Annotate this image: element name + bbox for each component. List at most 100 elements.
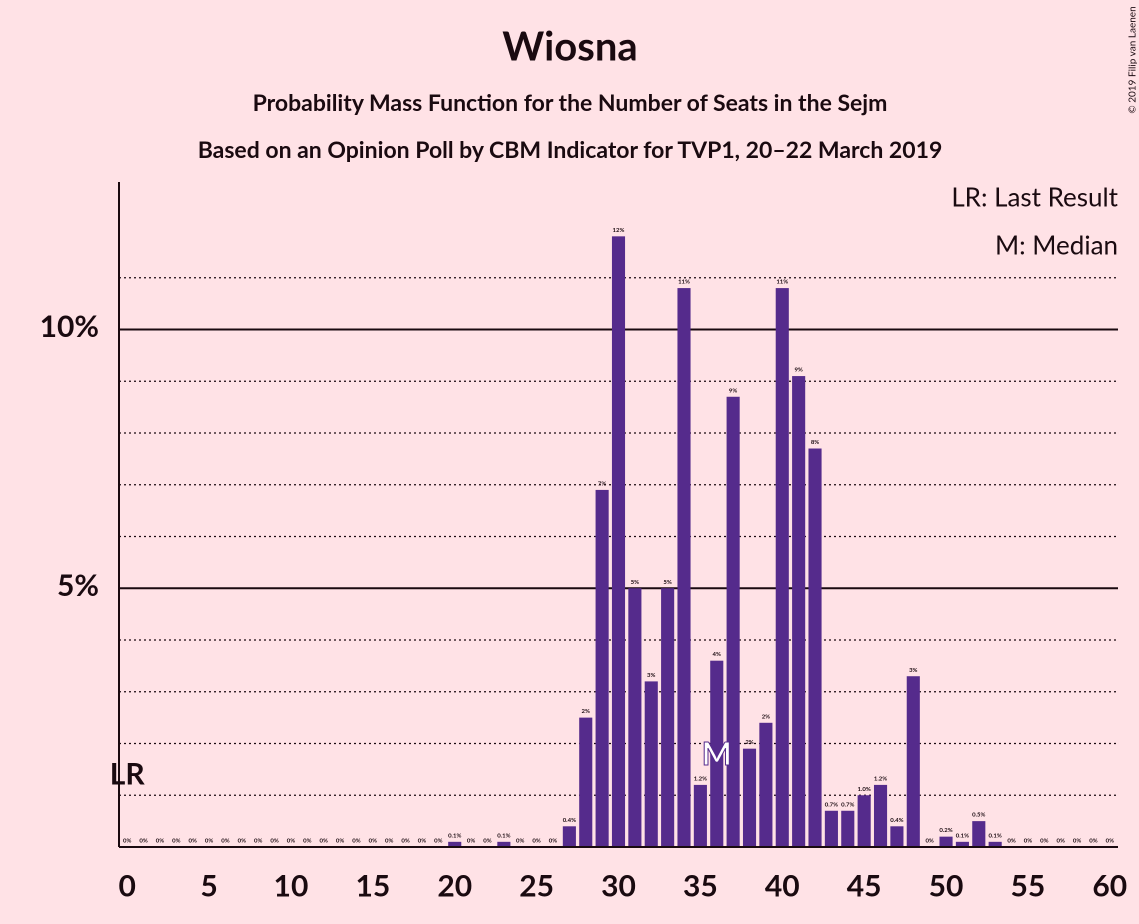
value-label: 0%	[418, 838, 426, 845]
value-label: 0%	[925, 838, 933, 845]
value-label: 0%	[516, 838, 524, 845]
bar	[824, 810, 838, 847]
bar	[841, 810, 855, 847]
value-label: 0%	[123, 838, 131, 845]
bar	[579, 717, 593, 847]
value-label: 1.0%	[857, 786, 870, 793]
chart-subtitle: Based on an Opinion Poll by CBM Indicato…	[198, 135, 943, 163]
value-label: 0%	[1089, 838, 1097, 845]
bar	[693, 784, 707, 847]
value-label: 0%	[156, 838, 164, 845]
x-tick-label: 55	[1011, 868, 1046, 904]
value-label: 0.1%	[989, 832, 1002, 839]
value-label: 0.2%	[939, 827, 952, 834]
x-tick-label: 50	[929, 868, 964, 904]
value-label: 0%	[254, 838, 262, 845]
bar	[677, 288, 691, 848]
bar	[661, 588, 675, 847]
value-label: 0%	[1106, 838, 1114, 845]
bar	[448, 841, 462, 847]
legend-entry: LR: Last Result	[951, 181, 1118, 213]
x-tick-label: 25	[519, 868, 554, 904]
value-label: 5%	[663, 579, 671, 586]
bar	[628, 588, 642, 847]
bar	[595, 489, 609, 847]
value-label: 0.4%	[890, 817, 903, 824]
x-tick-label: 45	[847, 868, 882, 904]
value-label: 0%	[139, 838, 147, 845]
value-label: 0%	[238, 838, 246, 845]
value-label: 0%	[1007, 838, 1015, 845]
value-label: 0%	[434, 838, 442, 845]
bar	[906, 676, 920, 847]
value-label: 2%	[582, 708, 590, 715]
bar	[710, 660, 724, 847]
value-label: 5%	[631, 579, 639, 586]
value-label: 0%	[1073, 838, 1081, 845]
value-label: 1.2%	[694, 775, 707, 782]
value-label: 0%	[385, 838, 393, 845]
x-tick-label: 15	[355, 868, 390, 904]
y-tick-label: 5%	[57, 567, 99, 603]
chart-title: Wiosna	[502, 21, 637, 69]
value-label: 0%	[483, 838, 491, 845]
value-label: 7%	[598, 480, 606, 487]
bar	[759, 722, 773, 847]
value-label: 0.1%	[956, 832, 969, 839]
bar	[890, 826, 904, 847]
value-label: 3%	[647, 672, 655, 679]
value-label: 2%	[762, 713, 770, 720]
value-label: 0%	[1040, 838, 1048, 845]
value-label: 0%	[205, 838, 213, 845]
bar	[611, 236, 626, 848]
value-label: 0%	[336, 838, 344, 845]
x-tick-label: 35	[683, 868, 718, 904]
value-label: 0%	[221, 838, 229, 845]
x-tick-label: 30	[601, 868, 636, 904]
bar	[972, 821, 986, 847]
chart-subtitle: Probability Mass Function for the Number…	[253, 88, 888, 116]
value-label: 4%	[713, 651, 721, 658]
bar	[939, 836, 953, 847]
bar	[497, 841, 511, 847]
x-tick-label: 0	[118, 868, 135, 904]
value-label: 0%	[549, 838, 557, 845]
value-label: 3%	[909, 667, 917, 674]
value-label: 0.7%	[825, 801, 838, 808]
value-label: 0.5%	[972, 812, 985, 819]
x-tick-label: 60	[1092, 868, 1127, 904]
bar	[955, 841, 969, 847]
value-label: 0.7%	[841, 801, 854, 808]
value-label: 8%	[811, 439, 819, 446]
value-label: 0%	[270, 838, 278, 845]
legend-entry: M: Median	[995, 229, 1118, 261]
bar	[562, 826, 576, 847]
bar	[775, 288, 789, 848]
bar	[808, 448, 822, 847]
value-label: 0.1%	[497, 832, 510, 839]
bar	[792, 376, 806, 847]
value-label: 0%	[1056, 838, 1064, 845]
x-tick-label: 20	[437, 868, 472, 904]
value-label: 0%	[188, 838, 196, 845]
value-label: 11%	[776, 279, 788, 286]
value-label: 11%	[678, 279, 690, 286]
bar	[644, 681, 658, 847]
value-label: 0%	[467, 838, 475, 845]
median-marker: M	[702, 733, 732, 772]
value-label: 0%	[532, 838, 540, 845]
value-label: 0%	[172, 838, 180, 845]
value-label: 0%	[320, 838, 328, 845]
bar	[988, 841, 1002, 847]
bar	[726, 396, 740, 847]
value-label: 0.1%	[448, 832, 461, 839]
last-result-marker: LR	[110, 756, 146, 792]
value-label: 0.4%	[563, 817, 576, 824]
bar	[857, 795, 871, 847]
value-label: 9%	[794, 367, 802, 374]
value-label: 2%	[745, 739, 753, 746]
y-tick-label: 10%	[40, 308, 99, 344]
value-label: 9%	[729, 387, 737, 394]
bar	[873, 784, 888, 847]
copyright: © 2019 Filip van Laenen	[1127, 6, 1139, 113]
